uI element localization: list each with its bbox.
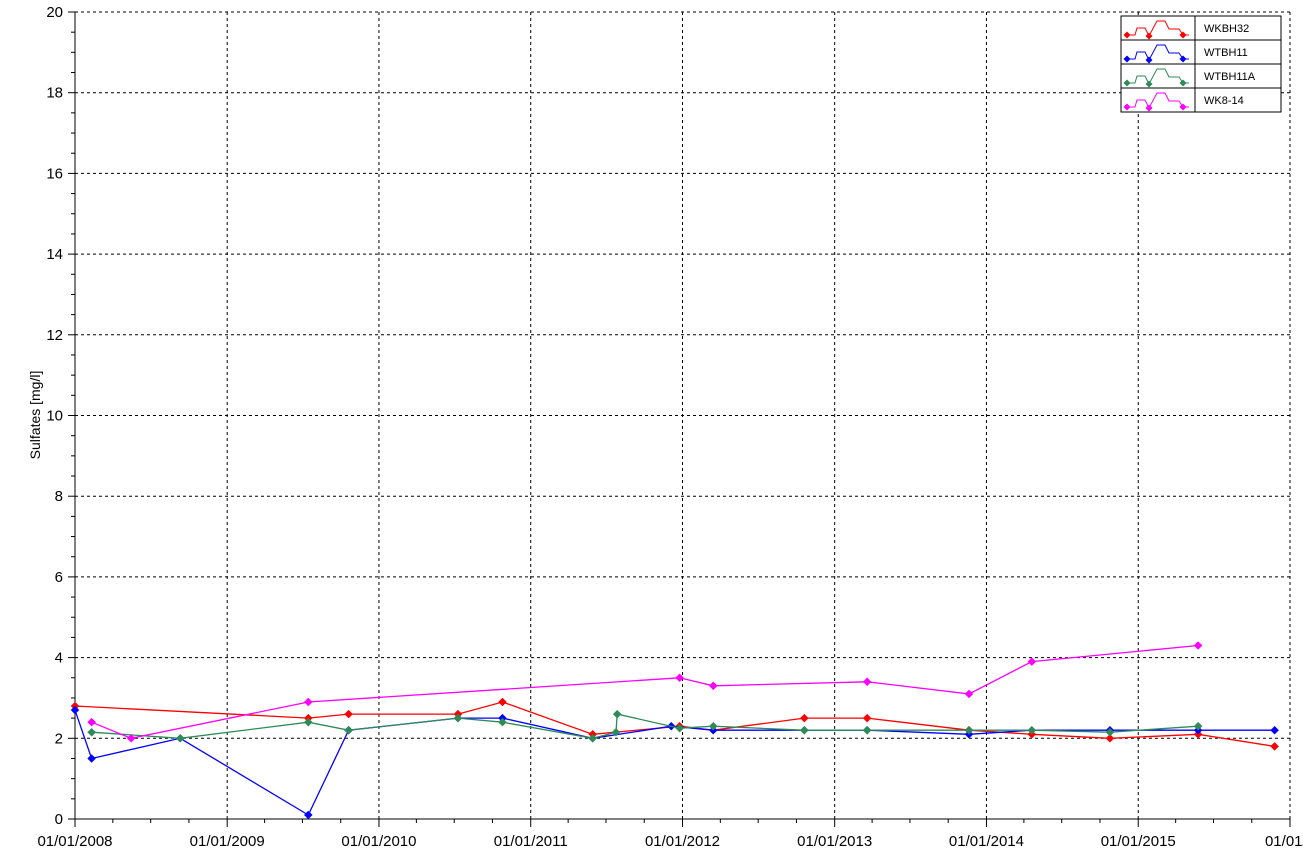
y-tick-label: 14	[46, 246, 63, 263]
data-point-wtbh11a	[799, 725, 809, 735]
data-point-wtbh11a	[1027, 725, 1037, 735]
x-tick-label: 01/01/2008	[37, 833, 112, 850]
y-tick-label: 16	[46, 165, 63, 182]
data-point-wtbh11	[303, 810, 313, 820]
y-tick-label: 0	[55, 811, 63, 828]
legend-swatch-marker-wkbh32	[1123, 31, 1131, 39]
data-point-wk8-14	[964, 689, 974, 699]
data-point-wtbh11a	[612, 709, 622, 719]
data-point-wk8-14	[675, 673, 684, 683]
legend-swatch-marker-wtbh11	[1179, 55, 1187, 63]
legend-swatch-marker-wtbh11a	[1145, 80, 1153, 88]
data-point-wtbh11	[87, 754, 96, 763]
data-point-wk8-14	[708, 681, 718, 691]
data-point-wkbh32	[1270, 742, 1279, 751]
data-point-wtbh11a	[303, 717, 313, 727]
legend-swatch-line-wtbh11	[1127, 44, 1189, 62]
data-point-wtbh11a	[87, 727, 96, 737]
data-point-wtbh11a	[344, 725, 353, 735]
data-point-wtbh11a	[964, 725, 974, 735]
x-tick-label: 01/01/2012	[645, 833, 720, 850]
data-point-wkbh32	[498, 697, 507, 707]
legend-swatch-marker-wtbh11a	[1123, 79, 1131, 87]
data-point-wk8-14	[1193, 641, 1203, 650]
x-tick-label: 01/01/2011	[494, 833, 568, 850]
grid-layer	[75, 11, 1291, 819]
y-axis-title: Sulfates [mg/l]	[27, 371, 43, 460]
x-tick-label: 01/01/2014	[949, 833, 1024, 850]
x-tick-label: 01/01/2013	[797, 833, 872, 850]
legend-swatch-line-wtbh11a	[1127, 68, 1189, 86]
data-point-wtbh11a	[675, 723, 684, 733]
legend-swatch-line-wk8-14	[1127, 92, 1189, 110]
x-tick-label: 01/01/2	[1265, 833, 1303, 850]
data-point-wkbh32	[344, 709, 353, 719]
data-point-wtbh11a	[611, 727, 621, 737]
legend-label-wtbh11: WTBH11	[1204, 47, 1248, 59]
series-line-wkbh32	[74, 701, 1275, 748]
y-tick-label: 18	[46, 85, 63, 102]
y-tick-label: 10	[46, 408, 63, 425]
x-tick-label: 01/01/2015	[1101, 833, 1176, 850]
data-point-wtbh11a	[708, 721, 718, 731]
y-tick-label: 8	[55, 488, 63, 505]
data-point-wtbh11a	[175, 733, 185, 743]
data-point-wkbh32	[1105, 733, 1115, 743]
legend: WKBH32 WTBH11 WTBH11A WK8-14	[1120, 15, 1282, 113]
legend-swatch-marker-wk8-14	[1179, 103, 1187, 111]
legend-label-wk8-14: WK8-14	[1204, 95, 1244, 107]
y-tick-label: 2	[55, 730, 63, 747]
data-point-wtbh11a	[862, 725, 872, 735]
legend-swatch-marker-wkbh32	[1145, 32, 1153, 40]
data-point-wk8-14	[303, 697, 313, 707]
data-point-wtbh11	[1270, 725, 1279, 735]
data-point-wtbh11a	[1193, 721, 1203, 731]
legend-swatch-marker-wtbh11	[1123, 55, 1131, 63]
data-point-wtbh11	[70, 705, 80, 715]
legend-label-wtbh11a: WTBH11A	[1204, 71, 1256, 83]
data-point-wkbh32	[799, 713, 809, 723]
y-tick-label: 20	[46, 4, 63, 21]
legend-swatch-marker-wkbh32	[1179, 31, 1187, 39]
series-layer	[70, 641, 1279, 820]
x-tick-label: 01/01/2010	[341, 833, 416, 850]
data-point-wk8-14	[862, 677, 872, 687]
legend-label-wkbh32: WKBH32	[1204, 23, 1249, 35]
legend-swatch-marker-wtbh11	[1145, 56, 1153, 64]
y-tick-label: 4	[55, 650, 63, 667]
legend-swatch-marker-wk8-14	[1145, 104, 1153, 112]
data-point-wtbh11a	[1105, 727, 1115, 737]
data-point-wtbh11a	[498, 717, 507, 727]
y-tick-label: 6	[55, 569, 63, 586]
legend-swatch-line-wkbh32	[1127, 20, 1189, 38]
data-point-wkbh32	[862, 713, 872, 723]
x-tick-label: 01/01/2009	[190, 833, 265, 850]
legend-swatch-marker-wtbh11a	[1179, 79, 1187, 87]
data-point-wk8-14	[1027, 657, 1037, 666]
data-point-wk8-14	[87, 717, 96, 727]
y-tick-label: 12	[46, 327, 63, 344]
axis-layer: 0 2 4 6 8 10 12 14 16 18 20 01/01/2008 01/01/2009 01/…	[37, 4, 1303, 850]
data-point-wtbh11a	[453, 713, 463, 723]
data-point-wk8-14	[126, 733, 136, 743]
data-point-wtbh11a	[588, 733, 598, 743]
legend-swatch-marker-wk8-14	[1123, 103, 1131, 111]
